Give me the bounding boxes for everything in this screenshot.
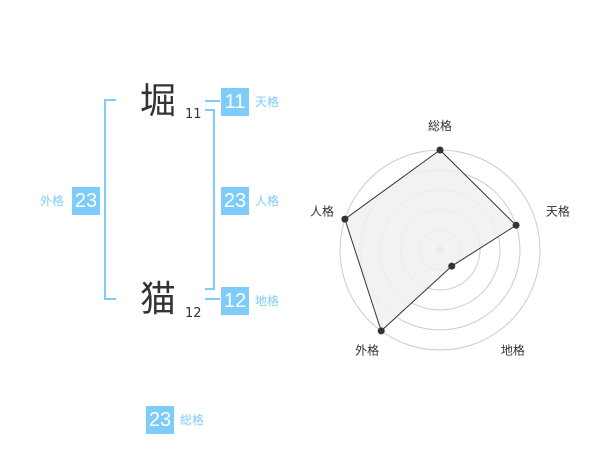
radar-axis-label: 地格 [501, 342, 525, 357]
tenkaku-label: 天格 [255, 95, 280, 109]
gaikaku-bracket [104, 99, 106, 300]
tenkaku-connector [205, 100, 220, 102]
soukaku-label: 総格 [180, 413, 205, 427]
gaikaku-label: 外格 [40, 194, 65, 208]
tenkaku-value: 11 [221, 88, 249, 116]
gaikaku-value: 23 [72, 187, 100, 215]
radar-point [448, 262, 456, 270]
chikaku-value: 12 [221, 287, 249, 315]
name-char-1-strokes: 11 [185, 107, 202, 122]
radar-axis-label: 外格 [355, 342, 379, 357]
name-char-1: 堀 [140, 81, 177, 122]
jinkaku-label: 人格 [255, 194, 280, 208]
bracket-stub [104, 99, 116, 101]
radar-point [377, 327, 385, 335]
name-char-2: 猫 [140, 279, 177, 320]
jinkaku-bracket [213, 109, 215, 290]
radar-point [436, 146, 444, 154]
radar-area [344, 149, 517, 332]
chikaku-label: 地格 [255, 294, 280, 308]
bracket-stub [205, 288, 215, 290]
radar-point [341, 215, 349, 223]
radar-point [512, 221, 520, 229]
chikaku-connector [205, 298, 220, 300]
radar-axis-label: 天格 [546, 204, 570, 219]
radar-axis-label: 人格 [310, 204, 334, 219]
radar-axis-label: 総格 [428, 118, 452, 133]
bracket-stub [205, 109, 215, 111]
name-char-2-strokes: 12 [185, 306, 202, 321]
bracket-stub [104, 298, 116, 300]
jinkaku-value: 23 [221, 187, 249, 215]
soukaku-value: 23 [146, 406, 174, 434]
